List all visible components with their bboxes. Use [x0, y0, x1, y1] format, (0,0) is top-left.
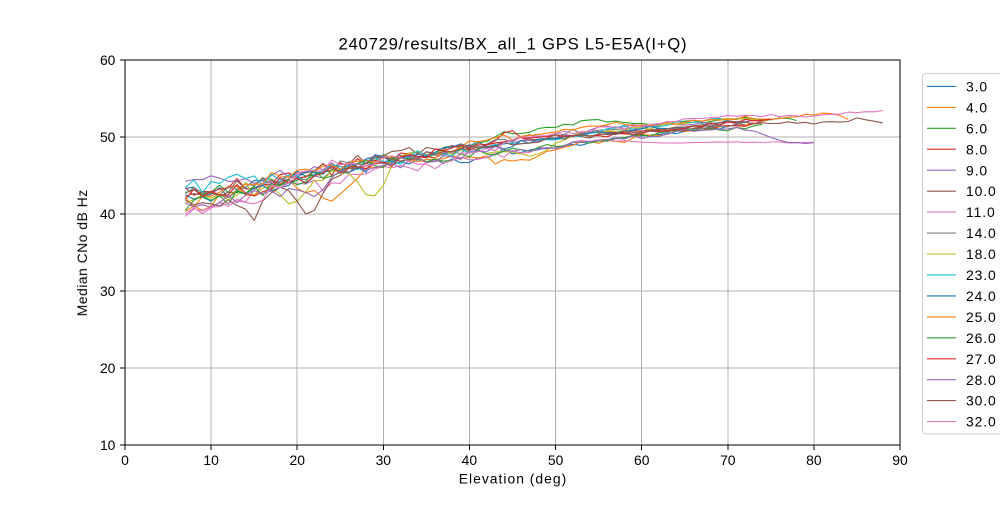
svg-text:0: 0 [121, 452, 129, 468]
svg-text:18.0: 18.0 [966, 246, 997, 262]
svg-text:10: 10 [203, 452, 219, 468]
svg-text:30: 30 [376, 452, 392, 468]
svg-text:50: 50 [100, 129, 116, 145]
svg-text:240729/results/BX_all_1 GPS L5: 240729/results/BX_all_1 GPS L5-E5A(I+Q) [338, 35, 687, 54]
svg-text:80: 80 [806, 452, 822, 468]
svg-text:10.0: 10.0 [966, 183, 997, 199]
svg-text:50: 50 [548, 452, 564, 468]
svg-text:90: 90 [892, 452, 908, 468]
svg-text:30: 30 [100, 283, 116, 299]
svg-text:20: 20 [100, 360, 116, 376]
svg-text:23.0: 23.0 [966, 267, 997, 283]
svg-text:8.0: 8.0 [966, 141, 988, 157]
svg-text:14.0: 14.0 [966, 225, 997, 241]
svg-text:11.0: 11.0 [966, 204, 996, 220]
svg-text:10: 10 [100, 437, 116, 453]
svg-text:6.0: 6.0 [966, 120, 988, 136]
svg-text:26.0: 26.0 [966, 330, 997, 346]
svg-text:27.0: 27.0 [966, 351, 997, 367]
svg-text:24.0: 24.0 [966, 288, 997, 304]
svg-text:28.0: 28.0 [966, 372, 997, 388]
svg-text:4.0: 4.0 [966, 99, 988, 115]
svg-text:70: 70 [720, 452, 736, 468]
svg-text:Median CNo dB Hz: Median CNo dB Hz [74, 189, 90, 316]
svg-text:60: 60 [100, 52, 116, 68]
svg-text:30.0: 30.0 [966, 393, 997, 409]
svg-text:9.0: 9.0 [966, 162, 988, 178]
svg-text:25.0: 25.0 [966, 309, 997, 325]
svg-text:20: 20 [289, 452, 305, 468]
svg-text:Elevation (deg): Elevation (deg) [459, 471, 567, 487]
svg-text:40: 40 [462, 452, 478, 468]
svg-text:40: 40 [100, 206, 116, 222]
svg-text:32.0: 32.0 [966, 414, 997, 430]
svg-text:3.0: 3.0 [966, 78, 988, 94]
svg-text:60: 60 [634, 452, 650, 468]
